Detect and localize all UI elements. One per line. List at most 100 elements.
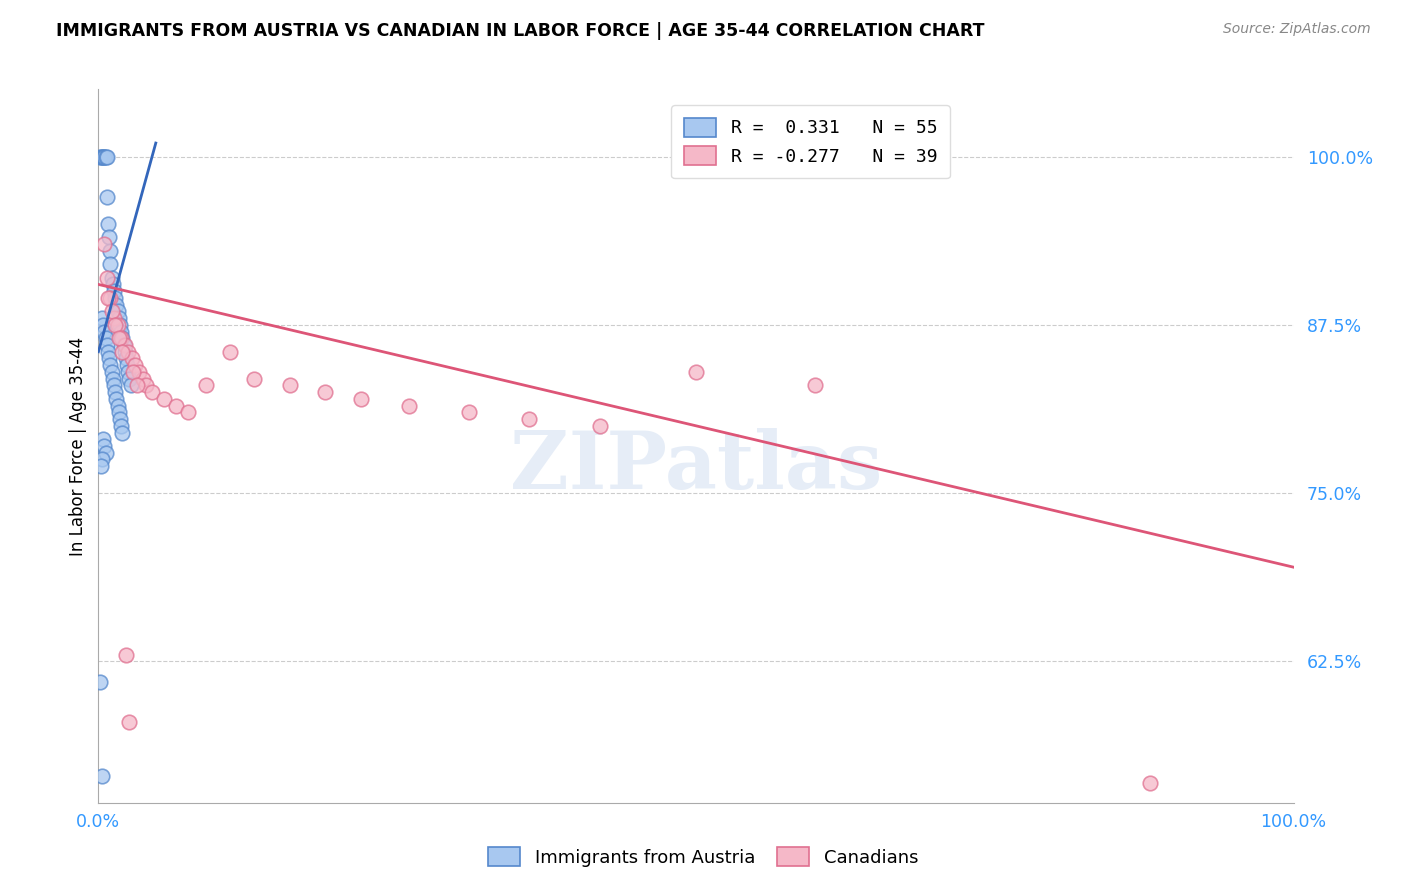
Point xyxy=(89,149,111,163)
Point xyxy=(125,378,148,392)
Point xyxy=(177,405,200,419)
Point xyxy=(350,392,373,406)
Legend: R =  0.331   N = 55, R = -0.277   N = 39: R = 0.331 N = 55, R = -0.277 N = 39 xyxy=(671,105,950,178)
Point xyxy=(98,291,122,305)
Point xyxy=(165,399,187,413)
Point xyxy=(107,331,129,345)
Point xyxy=(458,405,481,419)
Point xyxy=(107,399,129,413)
Point xyxy=(96,338,118,352)
Point xyxy=(97,344,120,359)
Point xyxy=(97,217,120,231)
Point xyxy=(110,418,132,433)
Point xyxy=(115,358,138,372)
Point xyxy=(104,318,127,332)
Point xyxy=(398,399,420,413)
Point xyxy=(96,270,118,285)
Point xyxy=(91,149,114,163)
Point xyxy=(107,311,129,326)
Point xyxy=(107,304,129,318)
Point xyxy=(278,378,301,392)
Point xyxy=(685,365,707,379)
Point xyxy=(107,318,129,332)
Point xyxy=(1139,775,1161,789)
Point xyxy=(100,365,122,379)
Point xyxy=(98,244,122,258)
Point xyxy=(91,318,114,332)
Point xyxy=(91,769,114,783)
Point xyxy=(120,378,142,392)
Point xyxy=(111,344,134,359)
Point xyxy=(93,149,115,163)
Point xyxy=(103,378,125,392)
Point xyxy=(117,365,139,379)
Point xyxy=(90,149,112,163)
Point xyxy=(90,459,112,474)
Point xyxy=(105,298,128,312)
Point xyxy=(94,446,117,460)
Point xyxy=(131,372,153,386)
Point xyxy=(98,230,121,244)
Point xyxy=(804,378,827,392)
Point xyxy=(103,311,125,326)
Point xyxy=(91,149,114,163)
Point xyxy=(94,149,117,163)
Point xyxy=(153,392,176,406)
Point xyxy=(108,412,131,426)
Point xyxy=(105,392,128,406)
Point xyxy=(101,277,124,292)
Point xyxy=(91,452,114,467)
Point xyxy=(112,338,135,352)
Point xyxy=(100,270,122,285)
Point xyxy=(98,351,121,366)
Point xyxy=(97,291,120,305)
Point xyxy=(219,344,242,359)
Point xyxy=(117,344,139,359)
Point xyxy=(96,149,118,163)
Text: ZIPatlas: ZIPatlas xyxy=(510,428,882,507)
Point xyxy=(93,149,115,163)
Point xyxy=(98,358,122,372)
Point xyxy=(517,412,540,426)
Point xyxy=(98,257,122,271)
Point xyxy=(108,318,131,332)
Point xyxy=(93,237,115,252)
Point xyxy=(104,291,127,305)
Point xyxy=(94,331,117,345)
Point xyxy=(111,425,134,440)
Point xyxy=(122,365,145,379)
Point xyxy=(118,372,141,386)
Point xyxy=(124,358,146,372)
Point xyxy=(114,344,136,359)
Point xyxy=(93,439,115,453)
Point xyxy=(194,378,217,392)
Text: Source: ZipAtlas.com: Source: ZipAtlas.com xyxy=(1223,22,1371,37)
Point xyxy=(121,351,143,366)
Y-axis label: In Labor Force | Age 35-44: In Labor Force | Age 35-44 xyxy=(69,336,87,556)
Point xyxy=(91,432,114,446)
Point xyxy=(243,372,266,386)
Point xyxy=(315,385,337,400)
Point xyxy=(91,311,114,326)
Point xyxy=(110,325,132,339)
Point xyxy=(115,351,138,366)
Point xyxy=(589,418,612,433)
Point xyxy=(114,338,136,352)
Point xyxy=(115,648,138,662)
Point xyxy=(103,284,125,298)
Legend: Immigrants from Austria, Canadians: Immigrants from Austria, Canadians xyxy=(481,840,925,874)
Point xyxy=(128,365,150,379)
Point xyxy=(110,331,132,345)
Point xyxy=(101,372,124,386)
Point xyxy=(89,674,111,689)
Point xyxy=(104,385,127,400)
Point xyxy=(118,714,141,729)
Point xyxy=(141,385,163,400)
Point xyxy=(107,405,129,419)
Point xyxy=(135,378,157,392)
Point xyxy=(100,304,122,318)
Text: IMMIGRANTS FROM AUSTRIA VS CANADIAN IN LABOR FORCE | AGE 35-44 CORRELATION CHART: IMMIGRANTS FROM AUSTRIA VS CANADIAN IN L… xyxy=(56,22,984,40)
Point xyxy=(111,331,134,345)
Point xyxy=(93,325,115,339)
Point xyxy=(96,190,118,204)
